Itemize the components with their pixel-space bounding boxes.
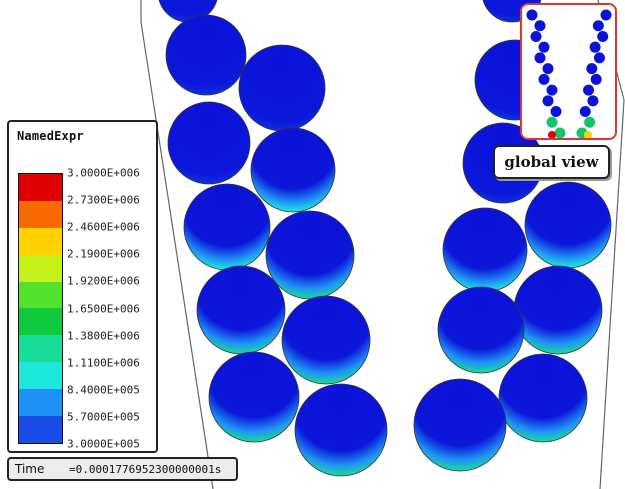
legend-swatch <box>19 281 62 309</box>
legend-label: 1.9200E+006 <box>67 274 140 288</box>
thumbnail-particle <box>542 95 554 107</box>
thumbnail-particle <box>592 20 604 32</box>
legend-label: 3.0000E+006 <box>67 166 140 180</box>
left-hopper-wall <box>140 0 214 489</box>
legend-label: 1.1100E+006 <box>67 356 140 370</box>
thumbnail-particle <box>586 63 598 75</box>
particle <box>167 101 251 185</box>
legend-swatch <box>19 174 62 201</box>
particle <box>437 286 525 374</box>
right-hopper-wall <box>599 99 625 489</box>
particle <box>196 265 286 355</box>
legend-label: 5.7000E+005 <box>67 410 140 424</box>
legend-swatch <box>19 308 62 336</box>
thumbnail-particle <box>584 131 592 138</box>
particle <box>524 181 612 269</box>
global-view-label: global view <box>493 145 610 179</box>
thumbnail-particle <box>530 30 542 42</box>
thumbnail-particle <box>526 9 538 21</box>
thumbnail-particle <box>554 127 566 138</box>
thumbnail-particle <box>590 73 602 85</box>
particle <box>238 44 326 132</box>
thumbnail-particle <box>534 52 546 64</box>
thumbnail-particle <box>534 20 546 32</box>
particle <box>442 207 528 293</box>
thumbnail-particle <box>542 63 554 75</box>
legend-label: 1.6500E+006 <box>67 302 140 315</box>
particle <box>183 183 271 271</box>
thumbnail-particle <box>579 106 591 118</box>
particle <box>513 265 603 355</box>
particle <box>165 14 247 96</box>
thumbnail-particle <box>597 30 609 42</box>
legend-swatch <box>19 389 62 417</box>
global-view-inset[interactable] <box>520 3 617 140</box>
thumbnail-particle <box>538 41 550 53</box>
thumbnail-particle <box>593 52 605 64</box>
particle <box>498 353 588 443</box>
legend-label: 1.3800E+006 <box>67 329 140 343</box>
thumbnail-particle <box>589 41 601 53</box>
thumbnail-particle <box>583 84 595 96</box>
particle <box>281 295 371 385</box>
thumbnail-particle <box>538 73 550 85</box>
legend-swatch <box>19 200 62 228</box>
time-label: Time <box>15 462 45 476</box>
legend-swatch <box>19 362 62 390</box>
color-legend: NamedExpr 3.0000E+006 2.7300E+006 2.4600E+… <box>7 120 158 453</box>
particle <box>208 351 300 443</box>
particle <box>413 378 507 472</box>
legend-label: 8.4000E+005 <box>67 383 140 397</box>
thumbnail-particle <box>546 116 558 128</box>
legend-color-bar <box>18 173 63 444</box>
time-value: =0.0001776952300000001s <box>69 462 222 476</box>
legend-swatch <box>19 254 62 282</box>
legend-label: 3.0000E+005 <box>67 437 140 451</box>
thumbnail-particle <box>546 84 558 96</box>
legend-label: 2.4600E+006 <box>67 220 140 234</box>
legend-swatch <box>19 416 62 443</box>
legend-title: NamedExpr <box>17 129 84 143</box>
thumbnail-particle <box>587 95 599 107</box>
legend-label: 2.7300E+006 <box>67 193 140 207</box>
legend-swatch <box>19 227 62 255</box>
global-view-thumbnail <box>526 9 612 138</box>
particle <box>265 210 355 300</box>
thumbnail-particle <box>550 106 562 118</box>
legend-label: 2.1900E+006 <box>67 247 140 261</box>
legend-swatch <box>19 335 62 363</box>
particle <box>250 127 336 213</box>
thumbnail-particle <box>584 116 596 128</box>
thumbnail-particle <box>600 9 612 21</box>
time-readout: Time =0.0001776952300000001s <box>7 457 238 481</box>
thumbnail-particle <box>548 131 556 138</box>
particle <box>294 383 388 477</box>
